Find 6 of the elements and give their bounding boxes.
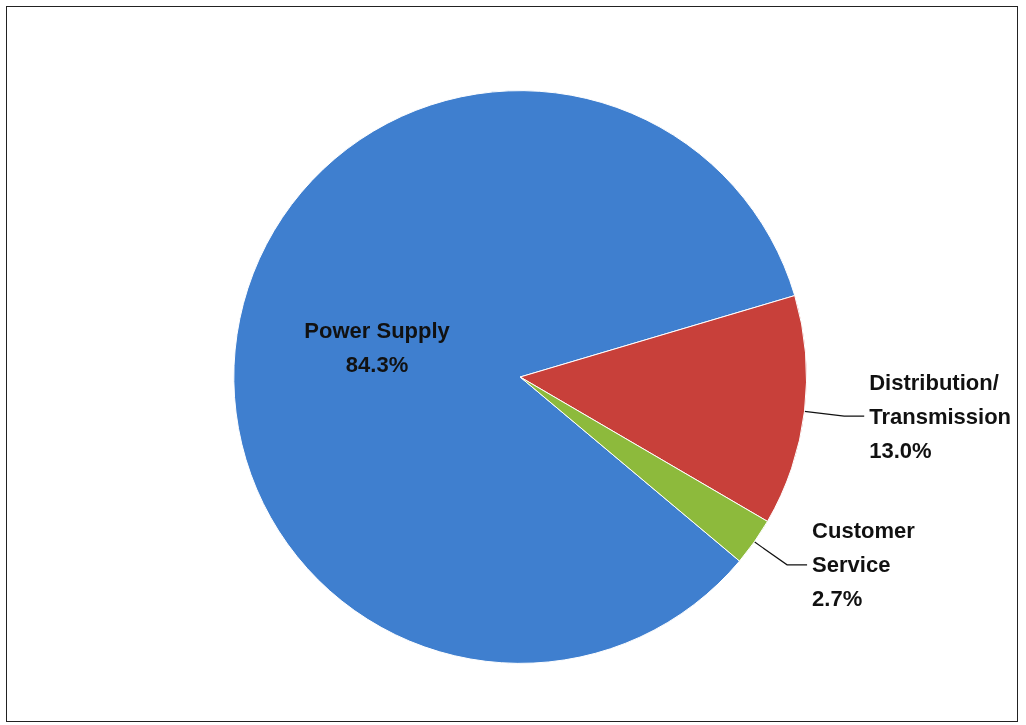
slice-label: Customer Service bbox=[812, 518, 916, 578]
slice-label: Distribution/Transmission bbox=[869, 369, 1012, 429]
data-label: 2.7% bbox=[812, 586, 863, 612]
data-label: 13.0% bbox=[869, 437, 932, 463]
slice-label: Power Supply bbox=[304, 317, 451, 343]
data-label: 84.3% bbox=[345, 351, 409, 377]
